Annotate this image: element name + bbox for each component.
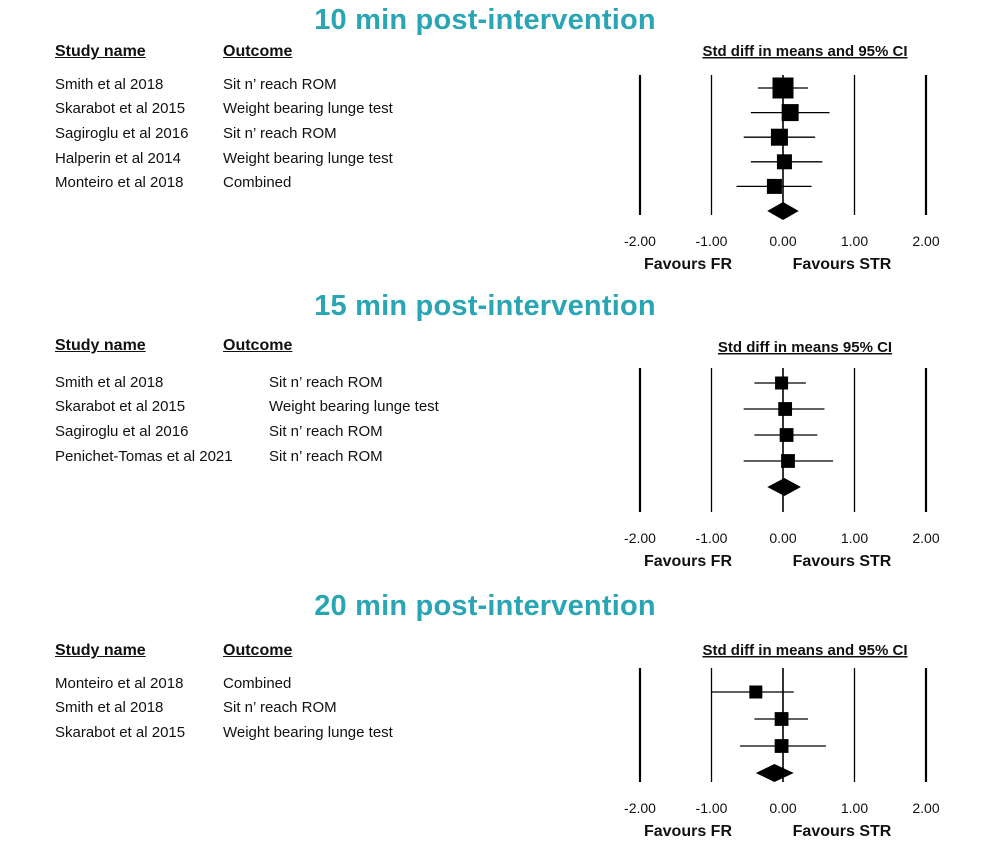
- favours-left-label: Favours FR: [644, 553, 732, 570]
- study-marker: [766, 178, 782, 194]
- study-name: Sagiroglu et al 2016: [55, 125, 189, 142]
- x-tick-label: 2.00: [912, 233, 939, 249]
- study-marker: [772, 77, 794, 99]
- x-tick-label: 2.00: [912, 800, 939, 816]
- summary-diamond: [767, 202, 799, 220]
- study-outcome: Weight bearing lunge test: [223, 100, 393, 117]
- study-marker: [779, 428, 794, 442]
- favours-right-label: Favours STR: [793, 256, 892, 273]
- study-outcome: Weight bearing lunge test: [269, 398, 439, 415]
- panel-title: 20 min post-intervention: [314, 590, 656, 622]
- study-name: Skarabot et al 2015: [55, 398, 186, 415]
- study-name: Penichet-Tomas et al 2021: [55, 448, 233, 465]
- study-name: Monteiro et al 2018: [55, 174, 184, 191]
- ci-header: Std diff in means and 95% CI: [702, 43, 907, 60]
- study-outcome: Combined: [223, 174, 292, 191]
- forest-panel-20min: 20 min post-intervention Study name Outc…: [0, 590, 1000, 856]
- summary-diamond: [767, 478, 801, 496]
- x-tick-label: 0.00: [769, 530, 796, 546]
- study-marker: [775, 376, 789, 390]
- x-tick-label: -2.00: [624, 530, 656, 546]
- forest-panel-10min: 10 min post-intervention Study name Outc…: [0, 0, 1000, 285]
- x-tick-label: -1.00: [696, 800, 728, 816]
- study-outcome: Sit n’ reach ROM: [223, 125, 337, 142]
- favours-right-label: Favours STR: [793, 553, 892, 570]
- x-tick-label: -1.00: [696, 530, 728, 546]
- forest-plot-10min: Std diff in means and 95% CI -2.00 -1.00 0.…: [624, 43, 940, 273]
- study-name: Skarabot et al 2015: [55, 724, 186, 741]
- study-outcome: Sit n’ reach ROM: [269, 374, 383, 391]
- x-tick-label: 2.00: [912, 530, 939, 546]
- x-tick-label: -2.00: [624, 800, 656, 816]
- study-marker: [774, 739, 789, 753]
- study-marker: [749, 685, 763, 699]
- forest-plot-15min: Std diff in means 95% CI -2.00 -1.00 0.00 1.…: [624, 339, 940, 570]
- study-name: Monteiro et al 2018: [55, 675, 184, 692]
- study-outcome: Weight bearing lunge test: [223, 724, 393, 741]
- study-marker: [776, 154, 792, 170]
- panel-title: 15 min post-intervention: [314, 290, 656, 322]
- x-tick-label: 0.00: [769, 233, 796, 249]
- study-outcome: Sit n’ reach ROM: [223, 76, 337, 93]
- study-name: Smith et al 2018: [55, 76, 164, 93]
- x-tick-label: -1.00: [696, 233, 728, 249]
- study-name: Sagiroglu et al 2016: [55, 423, 189, 440]
- study-name: Smith et al 2018: [55, 699, 164, 716]
- study-name: Smith et al 2018: [55, 374, 164, 391]
- favours-left-label: Favours FR: [644, 823, 732, 840]
- x-tick-label: 0.00: [769, 800, 796, 816]
- study-outcome: Sit n’ reach ROM: [269, 448, 383, 465]
- ci-header: Std diff in means and 95% CI: [702, 642, 907, 659]
- favours-left-label: Favours FR: [644, 256, 732, 273]
- column-header-study: Study name: [55, 43, 146, 60]
- x-tick-label: -2.00: [624, 233, 656, 249]
- column-header-outcome: Outcome: [223, 642, 293, 659]
- study-outcome: Combined: [223, 675, 292, 692]
- study-marker: [781, 454, 795, 468]
- ci-header: Std diff in means 95% CI: [718, 339, 892, 356]
- x-tick-label: 1.00: [841, 233, 868, 249]
- study-outcome: Sit n’ reach ROM: [223, 699, 337, 716]
- forest-plot-20min: Std diff in means and 95% CI -2.00 -1.00 0.…: [624, 642, 940, 840]
- study-name: Skarabot et al 2015: [55, 100, 186, 117]
- study-marker: [770, 128, 788, 146]
- forest-panel-15min: 15 min post-intervention Study name Outc…: [0, 290, 1000, 570]
- column-header-outcome: Outcome: [223, 337, 293, 354]
- x-tick-label: 1.00: [841, 800, 868, 816]
- favours-right-label: Favours STR: [793, 823, 892, 840]
- study-marker: [774, 712, 789, 726]
- column-header-study: Study name: [55, 337, 146, 354]
- study-marker: [781, 104, 799, 122]
- column-header-study: Study name: [55, 642, 146, 659]
- study-outcome: Sit n’ reach ROM: [269, 423, 383, 440]
- study-name: Halperin et al 2014: [55, 150, 181, 167]
- study-marker: [778, 402, 793, 416]
- panel-title: 10 min post-intervention: [314, 4, 656, 36]
- column-header-outcome: Outcome: [223, 43, 293, 60]
- x-tick-label: 1.00: [841, 530, 868, 546]
- summary-diamond: [755, 764, 794, 782]
- study-outcome: Weight bearing lunge test: [223, 150, 393, 167]
